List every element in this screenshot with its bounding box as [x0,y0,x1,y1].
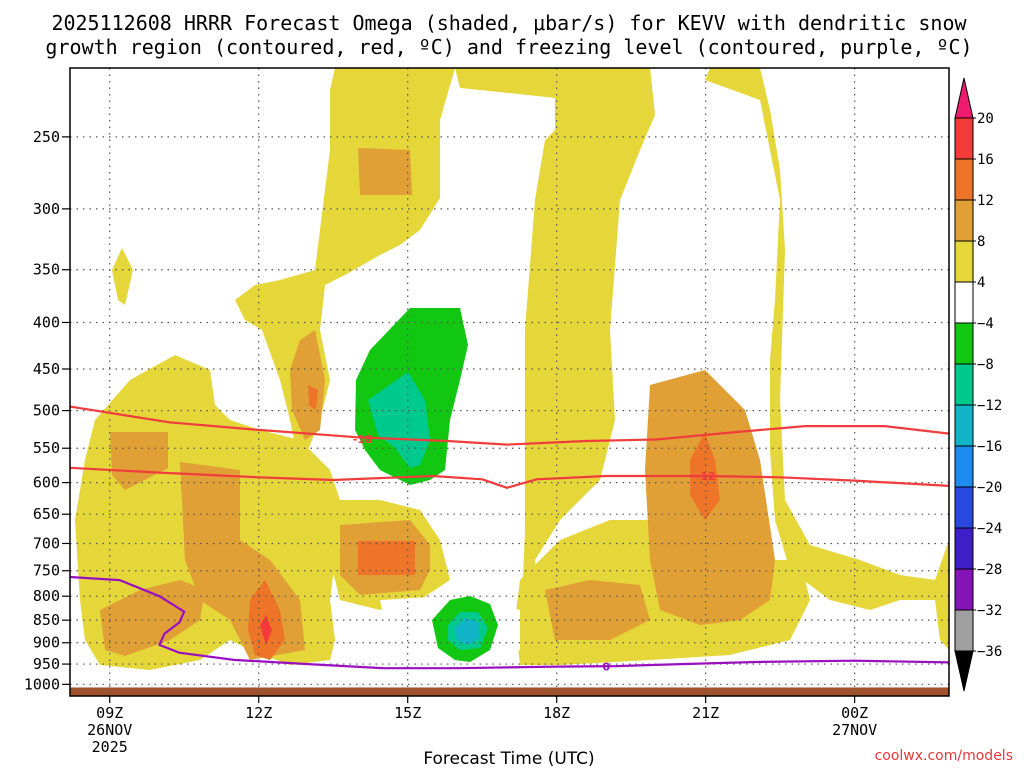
x-axis-label: Forecast Time (UTC) [423,749,594,768]
x-tick-label-21Z: 21Z [692,704,719,722]
colorbar-swatch-3 [954,240,974,283]
omega-shading [70,68,949,696]
x-tick-date-09Z: 26NOV [87,721,132,739]
colorbar-swatch-6 [954,363,974,406]
colorbar-label-3: 8 [977,234,985,250]
colorbar: 20 16 12 8 4 −4 −8 −12 −16 −20 −24 −28 −32 −36 [954,77,1002,692]
colorbar-swatch-11 [954,568,974,611]
contour-label--12: -12 [696,470,716,483]
colorbar-swatch-8 [954,445,974,488]
colorbar-swatch-10 [954,527,974,570]
x-tick-label-12Z: 12Z [245,704,272,722]
plot-frame [69,67,950,697]
colorbar-swatch-12 [954,609,974,652]
x-tick-date-00Z: 27NOV [832,721,877,739]
chart-title-line-1: 2025112608 HRRR Forecast Omega (shaded, … [51,11,967,35]
colorbar-label-0: 20 [977,111,994,127]
y-tick-label-400: 400 [33,313,60,331]
contour-label--18: -18 [353,433,373,446]
colorbar-swatch-2 [954,199,974,242]
y-tick-label-550: 550 [33,439,60,457]
x-tick-label-15Z: 15Z [394,704,421,722]
y-tick-label-650: 650 [33,505,60,523]
colorbar-label-11: −28 [977,562,1002,578]
ground-surface [70,687,949,696]
contour--12-line [69,466,950,489]
y-tick-label-450: 450 [33,360,60,378]
y-tick-label-1000: 1000 [24,675,60,693]
omega-region-8-12 [358,148,412,195]
colorbar-swatch-1 [954,158,974,201]
colorbar-swatch-4 [954,281,974,324]
colorbar-label-8: −16 [977,439,1002,455]
x-tick-label-09Z: 09Z [96,704,123,722]
x-tick-label-18Z: 18Z [543,704,570,722]
colorbar-swatch-7 [954,404,974,447]
chart-title-line-2: growth region (contoured, red, ºC) and f… [45,35,972,59]
y-tick-label-900: 900 [33,634,60,652]
colorbar-min-arrow [954,650,974,692]
colorbar-label-5: −4 [977,316,994,332]
colorbar-label-13: −36 [977,644,1002,660]
credit-text: coolwx.com/models [875,748,1013,764]
colorbar-label-7: −12 [977,398,1002,414]
colorbar-label-2: 12 [977,193,994,209]
colorbar-label-6: −8 [977,357,994,373]
contours: -18 -12 0 [69,405,950,674]
x-tick-label-00Z: 00Z [841,704,868,722]
y-tick-label-300: 300 [33,200,60,218]
colorbar-label-4: 4 [977,275,985,291]
grid [70,68,949,696]
contour--18-line [69,405,950,446]
colorbar-label-9: −20 [977,480,1002,496]
y-tick-label-700: 700 [33,534,60,552]
y-tick-label-750: 750 [33,562,60,580]
y-tick-label-500: 500 [33,402,60,420]
colorbar-swatch-9 [954,486,974,529]
colorbar-max-arrow [954,77,974,119]
y-tick-label-250: 250 [33,128,60,146]
x-tick-year-09Z: 2025 [92,738,128,756]
colorbar-label-12: −32 [977,603,1002,619]
colorbar-label-10: −24 [977,521,1002,537]
contour-0-line [69,575,950,670]
y-tick-label-800: 800 [33,587,60,605]
y-tick-label-350: 350 [33,261,60,279]
colorbar-label-1: 16 [977,152,994,168]
y-tick-label-600: 600 [33,474,60,492]
colorbar-swatch-0 [954,117,974,160]
omega-region-minus12-minus8 [368,372,430,468]
y-tick-label-950: 950 [33,655,60,673]
contour-label-0: 0 [603,661,611,674]
y-axis: 250 300 350 400 450 500 550 600 650 700 750 800 850 9… [24,128,70,693]
omega-region-4-8 [335,68,949,650]
y-tick-label-850: 850 [33,611,60,629]
colorbar-swatch-5 [954,322,974,365]
